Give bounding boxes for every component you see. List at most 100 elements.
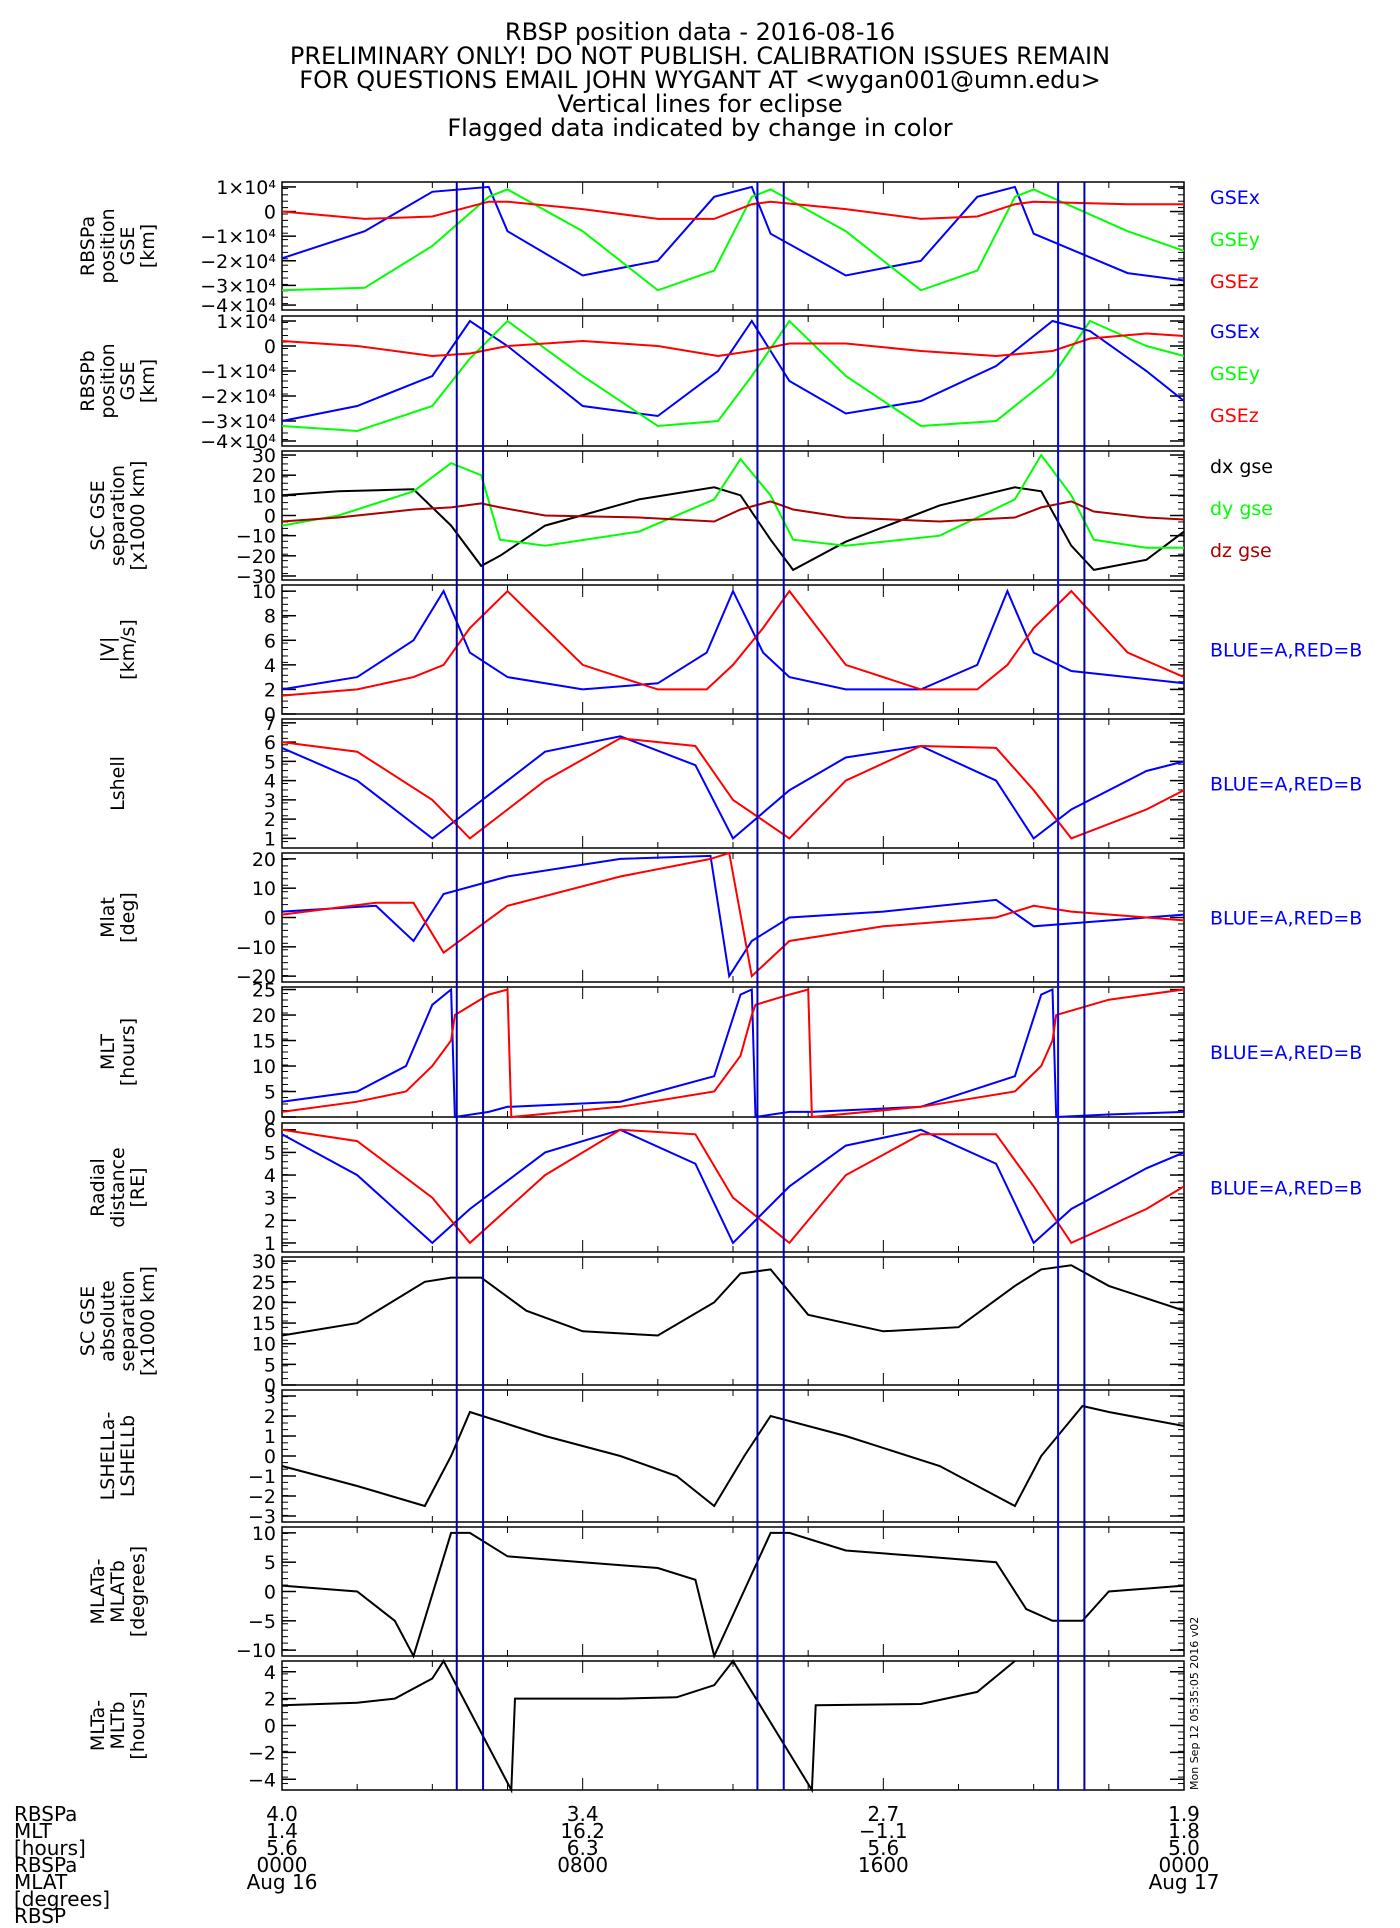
footer-row-label: RBSP (14, 1904, 67, 1928)
series-line (281, 188, 1185, 292)
series-line (281, 854, 1185, 979)
series-legend-label: dy gse (1210, 498, 1273, 520)
chart-header: RBSP position data - 2016-08-16 PRELIMIN… (0, 20, 1400, 140)
y-axis-label: LSHELLb (117, 1415, 139, 1497)
y-axis-label: MLTb (107, 1701, 129, 1749)
y-axis-label: [hours] (117, 1018, 139, 1086)
y-tick-label: 30 (252, 1251, 276, 1273)
y-tick-label: 3 (264, 1386, 276, 1408)
panel-frame (281, 1660, 1185, 1791)
y-axis-label: RBSPa (77, 216, 99, 276)
y-tick-label: −1×10⁴ (200, 226, 276, 248)
y-axis-label: [degrees] (127, 1546, 149, 1637)
y-tick-label: −2×10⁴ (200, 386, 276, 408)
blue-red-legend: BLUE=A,RED=B (1210, 640, 1362, 662)
series-legend-label: dx gse (1210, 456, 1273, 478)
y-tick-label: 0 (264, 1716, 276, 1738)
series-line (281, 1404, 1185, 1508)
series-legend-label: dz gse (1210, 540, 1272, 562)
footer-tick-value: 5.0 (1168, 1836, 1200, 1860)
panel-frame (281, 718, 1185, 849)
y-tick-label: −2 (248, 1486, 276, 1508)
y-axis-label: [km] (137, 224, 159, 268)
series-line (281, 589, 1185, 697)
footer-row-label: RBSPa (14, 1853, 78, 1877)
y-tick-label: 0 (264, 506, 276, 528)
y-tick-label: −2 (248, 1742, 276, 1764)
series-legend-label: GSEx (1210, 187, 1260, 209)
footer-tick-value: 1.4 (266, 1819, 298, 1843)
series-legend-label: GSEz (1210, 405, 1259, 427)
footer-tick-value: Aug 17 (1148, 1870, 1220, 1894)
y-axis-label: separation (117, 1270, 139, 1371)
y-axis-label: GSE (117, 362, 139, 401)
y-axis-label: [km] (137, 359, 159, 403)
flag-note: Flagged data indicated by change in colo… (447, 114, 953, 142)
y-tick-label: 3 (264, 1188, 276, 1210)
footer-tick-value: 6.3 (566, 1836, 599, 1860)
y-tick-label: −3×10⁴ (200, 275, 276, 297)
y-tick-label: −10 (236, 1640, 276, 1662)
series-line (281, 1128, 1185, 1245)
y-tick-label: 5 (264, 1082, 276, 1104)
y-axis-label: separation (107, 465, 129, 566)
series-line (281, 1128, 1185, 1245)
series-line (281, 200, 1184, 220)
footer-tick-value: 0000 (256, 1853, 308, 1877)
y-tick-label: 10 (252, 1523, 276, 1545)
blue-red-legend: BLUE=A,RED=B (1210, 774, 1362, 796)
y-tick-label: 2 (264, 1210, 276, 1232)
chart-title: RBSP position data - 2016-08-16 (504, 18, 896, 46)
footer-row-label: [hours] (14, 1836, 86, 1860)
series-line (281, 319, 1185, 433)
y-axis-label: [hours] (127, 1691, 149, 1759)
y-axis-label: LSHELLa- (97, 1412, 119, 1501)
series-legend-label: GSEx (1210, 321, 1260, 343)
y-tick-label: 0 (264, 336, 276, 358)
y-axis-label: SC GSE (77, 1286, 99, 1356)
y-axis-label: position (97, 343, 119, 418)
y-axis-label: [deg] (117, 892, 139, 943)
footer-tick-value: 2.7 (867, 1802, 900, 1826)
footer-tick-value: 16.2 (560, 1819, 605, 1843)
y-tick-label: 20 (252, 849, 276, 871)
y-tick-label: −1 (248, 1466, 276, 1488)
y-tick-label: 2 (264, 1406, 276, 1428)
y-tick-label: 10 (252, 1056, 276, 1078)
y-tick-label: 15 (252, 1313, 276, 1335)
y-tick-label: 30 (252, 445, 276, 467)
series-line (281, 987, 1185, 1119)
y-tick-label: 1×10⁴ (216, 311, 276, 333)
y-tick-label: 10 (252, 878, 276, 900)
y-tick-label: 6 (264, 732, 276, 754)
footer-tick-value: 4.0 (266, 1802, 298, 1826)
y-tick-label: −10 (236, 937, 276, 959)
series-line (281, 735, 1185, 840)
y-tick-label: 0 (264, 1582, 276, 1604)
series-line (281, 737, 1185, 840)
y-axis-label: SC GSE (87, 480, 109, 550)
version-stamp: Mon Sep 12 05:35:05 2016 v02 (1188, 1617, 1201, 1790)
footer-tick-value: 3.4 (566, 1802, 599, 1826)
footer-tick-value: 1.8 (1168, 1819, 1200, 1843)
blue-red-legend: BLUE=A,RED=B (1210, 908, 1362, 930)
footer-row-label: MLT (14, 1819, 52, 1843)
footer-tick-value: 0000 (1158, 1853, 1210, 1877)
footer-tick-value: 5.6 (266, 1836, 298, 1860)
footer-tick-value: 5.6 (867, 1836, 900, 1860)
y-axis-label: Mlat (97, 897, 119, 938)
y-tick-label: −1×10⁴ (200, 361, 276, 383)
y-axis-label: [x1000 km] (127, 461, 149, 571)
y-axis-label: absolute (97, 1280, 119, 1362)
y-axis-label: [RE] (127, 1167, 149, 1207)
y-tick-label: 7 (264, 713, 276, 735)
y-tick-label: −10 (236, 526, 276, 548)
series-legend-label: GSEz (1210, 271, 1259, 293)
panel-frame (281, 1526, 1185, 1657)
y-tick-label: 5 (264, 751, 276, 773)
panel-frame (281, 1389, 1185, 1523)
y-tick-label: 4 (264, 771, 276, 793)
footer-row-label: MLAT (14, 1870, 68, 1894)
panel-frame (281, 986, 1185, 1118)
y-tick-label: 8 (264, 606, 276, 628)
